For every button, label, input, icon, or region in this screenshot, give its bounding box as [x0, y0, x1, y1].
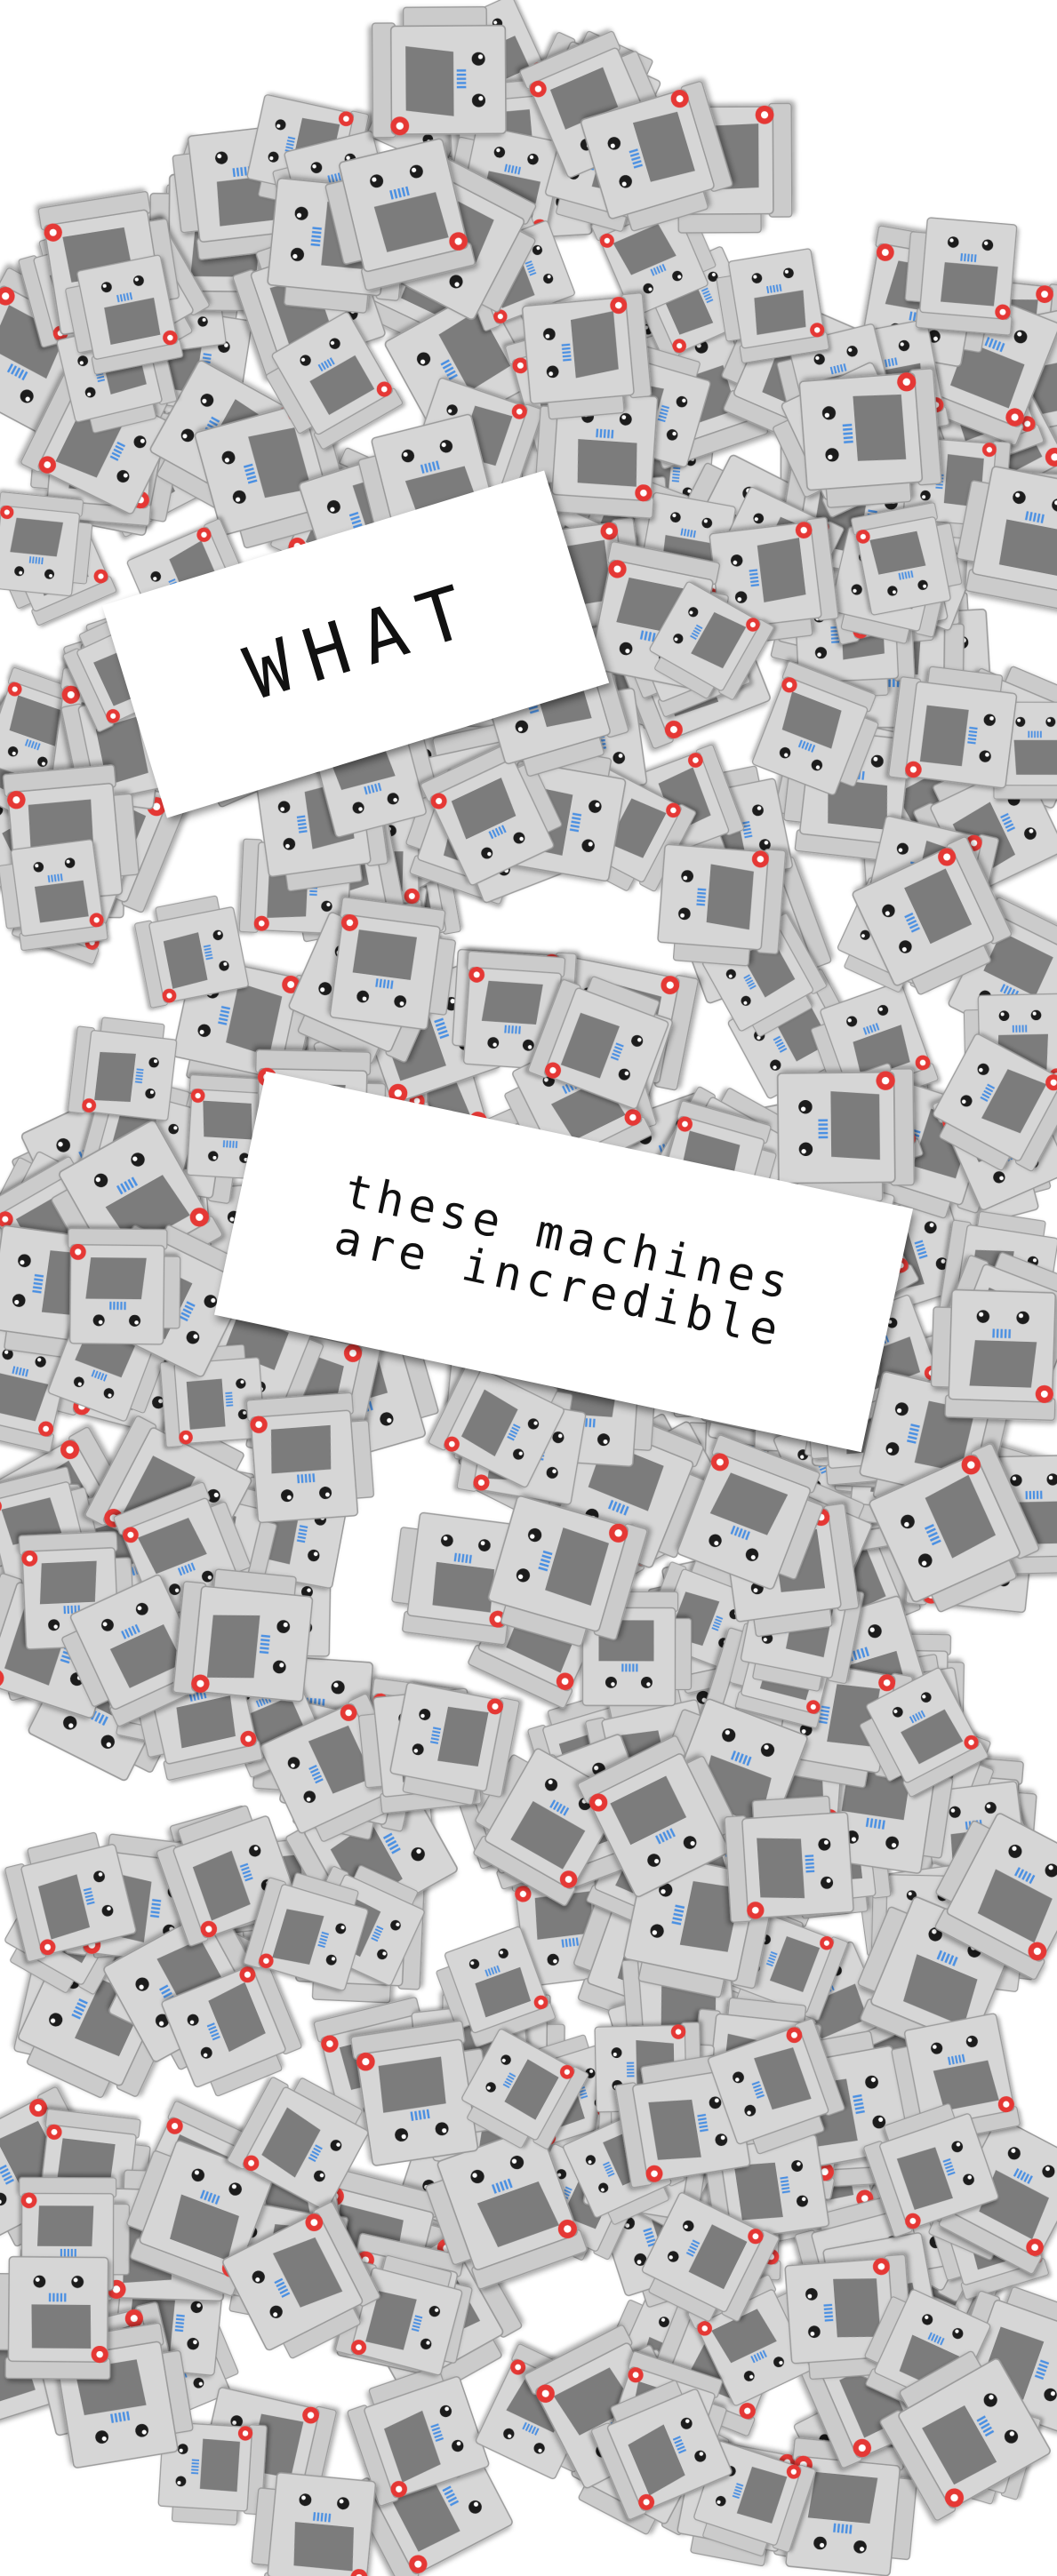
- robot-icon: [159, 1344, 266, 1448]
- robot-icon: [161, 1957, 302, 2097]
- robot-icon: [657, 843, 787, 967]
- robot-icon: [933, 1033, 1057, 1172]
- robot-icon: [716, 248, 829, 363]
- robot-icon: [614, 2054, 751, 2189]
- robot-icon: [934, 1813, 1057, 1981]
- robot-icon: [329, 897, 456, 1031]
- robot-icon: [785, 2437, 917, 2576]
- robot-icon: [577, 1735, 739, 1898]
- robot-icon: [851, 502, 963, 616]
- robot-icon: [245, 1392, 374, 1524]
- robot-icon: [751, 661, 879, 796]
- robot-icon: [420, 743, 563, 886]
- robot-icon: [580, 81, 733, 232]
- robot-icon: [487, 1495, 648, 1647]
- robot-icon: [461, 2029, 589, 2149]
- robot-icon: [641, 2192, 780, 2322]
- robot-icon: [134, 895, 249, 1009]
- robot-icon: [521, 292, 652, 420]
- robot-icon: [859, 1667, 989, 1798]
- robot-icon: [425, 2125, 588, 2290]
- robot-icon: [709, 516, 839, 644]
- robot-icon: [172, 1568, 314, 1703]
- robot-icon: [68, 1017, 178, 1121]
- robot-icon: [798, 368, 942, 508]
- robot-icon: [888, 666, 1018, 789]
- red-ring-button-icon: [350, 2569, 368, 2576]
- robot-icon: [126, 2140, 274, 2297]
- robot-icon: [227, 2077, 369, 2211]
- robot-icon: [930, 1288, 1056, 1421]
- robot-icon: [869, 1443, 1040, 1613]
- robot-icon: [956, 466, 1057, 612]
- robot-icon: [436, 1926, 556, 2047]
- robot-icon: [324, 138, 476, 291]
- robot-icon: [68, 1227, 181, 1345]
- robot-icon: [347, 2365, 490, 2507]
- robot-icon: [708, 2018, 845, 2155]
- robot-icon: [428, 1360, 565, 1488]
- robot-icon: [65, 254, 184, 375]
- robot-icon: [724, 1795, 854, 1923]
- robot-icon: [266, 311, 404, 450]
- robot-icon: [222, 2201, 380, 2359]
- robot-icon: [863, 2103, 999, 2237]
- robot-icon: [891, 2013, 1021, 2145]
- robot-icon: [649, 581, 774, 700]
- robot-icon: [391, 1511, 518, 1646]
- robot-icon: [473, 1748, 624, 1907]
- robot-icon: [527, 976, 669, 1110]
- robot-icon: [879, 2350, 1051, 2521]
- robot-icon: [784, 2253, 913, 2381]
- robot-icon: [172, 124, 306, 260]
- robot-icon: [0, 2255, 111, 2381]
- headline-text: WHAT: [236, 566, 491, 717]
- robot-icon: [243, 1872, 369, 1991]
- robot-icon: [389, 1682, 520, 1806]
- robot-icon: [0, 491, 93, 597]
- robot-icon: [535, 389, 659, 519]
- robot-icon: [371, 5, 507, 139]
- robot-icon: [157, 2421, 268, 2526]
- robot-icon: [0, 839, 108, 952]
- robot-icon: [904, 217, 1018, 336]
- robot-icon: [590, 2380, 733, 2520]
- robot-icon: [4, 1831, 137, 1962]
- robot-icon: [677, 1434, 824, 1590]
- robot-icon: [852, 836, 1013, 995]
- robot-icon: [776, 1068, 915, 1203]
